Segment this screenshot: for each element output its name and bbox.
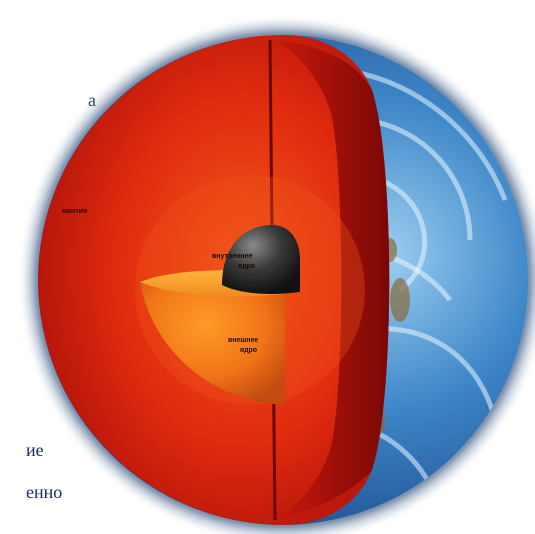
- text-fragment-ie: ие: [26, 440, 44, 460]
- label-mantle: мантия: [62, 208, 87, 215]
- text-fragment-enno: енно: [26, 482, 63, 502]
- label-outer-core-2: ядро: [240, 347, 257, 354]
- inner-core: [222, 225, 300, 294]
- label-outer-core-1: внешнее: [228, 337, 258, 344]
- label-inner-core-2: ядро: [238, 263, 255, 270]
- outer-core: [140, 282, 285, 405]
- label-inner-core-1: внутреннее: [212, 253, 252, 260]
- mantle-cut-wall: [275, 40, 390, 520]
